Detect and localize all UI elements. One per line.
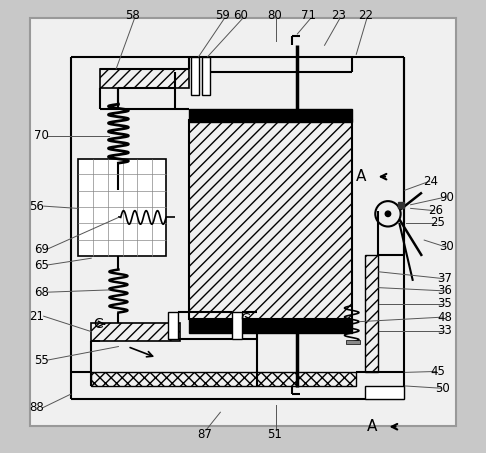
Text: 65: 65 [34,259,49,271]
Bar [232,312,242,339]
Bar [189,319,352,333]
Text: 70: 70 [34,130,49,142]
Text: 80: 80 [267,10,282,22]
Bar [78,159,166,256]
Text: 24: 24 [423,175,438,188]
Text: 35: 35 [437,297,452,310]
Text: 51: 51 [267,429,282,441]
Bar [91,323,180,341]
Circle shape [385,211,391,217]
Bar [365,255,378,372]
Bar [191,57,199,95]
Bar [365,386,404,399]
Text: 58: 58 [124,10,139,22]
Bar [347,340,360,344]
Text: 87: 87 [197,429,212,441]
Text: 55: 55 [34,354,49,366]
Text: 21: 21 [29,310,44,323]
Text: 69: 69 [34,243,49,255]
Text: 68: 68 [34,286,49,299]
Text: 50: 50 [435,382,450,395]
Text: 37: 37 [437,272,452,285]
Text: 25: 25 [430,217,445,229]
Text: A: A [367,419,377,434]
Text: 33: 33 [437,324,452,337]
Text: 71: 71 [301,10,316,22]
Text: 88: 88 [30,401,44,414]
Text: C: C [93,317,103,331]
Bar [168,312,178,339]
Bar [189,120,352,319]
Bar [189,109,352,122]
Text: 30: 30 [439,241,454,253]
Text: A: A [356,169,366,184]
Polygon shape [398,202,404,208]
Text: 90: 90 [439,191,454,203]
Text: 45: 45 [430,365,445,378]
Text: 59: 59 [215,10,230,22]
Text: 56: 56 [30,200,44,212]
Text: 26: 26 [428,204,443,217]
Text: 60: 60 [233,10,248,22]
Text: 36: 36 [437,284,452,297]
Bar [202,57,210,95]
Text: C: C [241,313,250,326]
Bar [91,372,356,386]
Text: 23: 23 [330,10,346,22]
Bar [100,69,189,88]
Text: 48: 48 [437,311,452,323]
Text: 22: 22 [358,10,373,22]
